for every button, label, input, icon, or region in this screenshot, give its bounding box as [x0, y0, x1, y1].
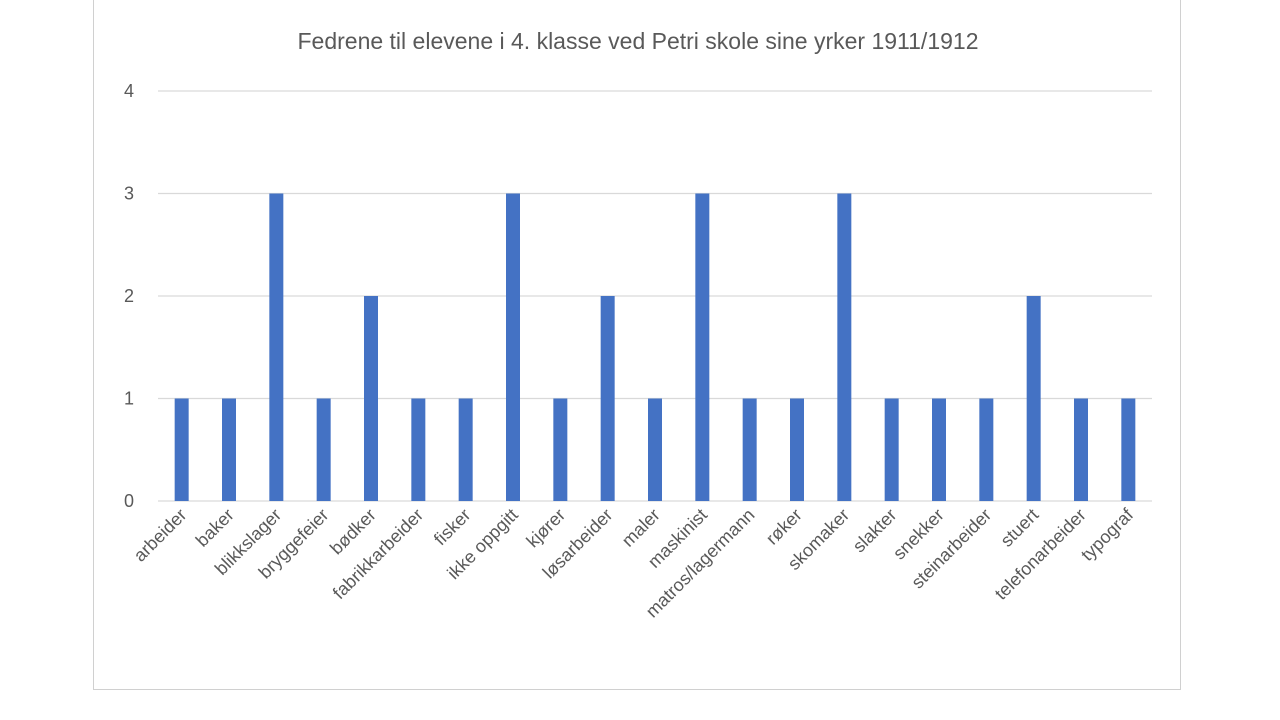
bars: [174, 193, 1136, 501]
bar-kjører: [553, 398, 568, 501]
bar-røker: [790, 398, 804, 501]
bar-arbeider: [174, 398, 189, 501]
bar-maler: [648, 398, 662, 501]
bar-slakter: [884, 398, 899, 501]
chart-title: Fedrene til elevene i 4. klasse ved Petr…: [297, 28, 979, 54]
x-tick-label: typograf: [1077, 504, 1138, 565]
x-tick-label: fisker: [430, 505, 475, 550]
bar-maskinist: [695, 193, 710, 501]
bar-blikkslager: [269, 193, 284, 501]
bar-snekker: [932, 398, 946, 501]
bar-fabrikkarbeider: [411, 398, 426, 501]
y-tick-label: 2: [124, 286, 134, 306]
x-tick-label: arbeider: [130, 505, 191, 566]
bar-skomaker: [837, 193, 852, 501]
bar-ikke-oppgitt: [506, 193, 520, 501]
bar-steinarbeider: [979, 398, 994, 501]
y-tick-label: 3: [124, 184, 134, 204]
bar-baker: [222, 398, 236, 501]
bar-bødker: [364, 296, 378, 501]
x-tick-label: røker: [762, 505, 806, 549]
y-tick-label: 4: [124, 81, 134, 101]
bar-løsarbeider: [600, 296, 615, 501]
bar-fisker: [458, 398, 473, 501]
bar-stuert: [1026, 296, 1041, 501]
y-tick-label: 0: [124, 491, 134, 511]
bar-telefonarbeider: [1074, 398, 1088, 501]
bar-matros-lagermann: [742, 398, 757, 501]
bar-bryggefeier: [316, 398, 331, 501]
x-axis-ticks: arbeider bakerblikkslagerbryggefeierbødke…: [130, 504, 1138, 621]
y-tick-label: 1: [124, 389, 134, 409]
y-axis-ticks: 0 1 2 3 4: [124, 81, 134, 511]
bar-typograf: [1121, 398, 1136, 501]
